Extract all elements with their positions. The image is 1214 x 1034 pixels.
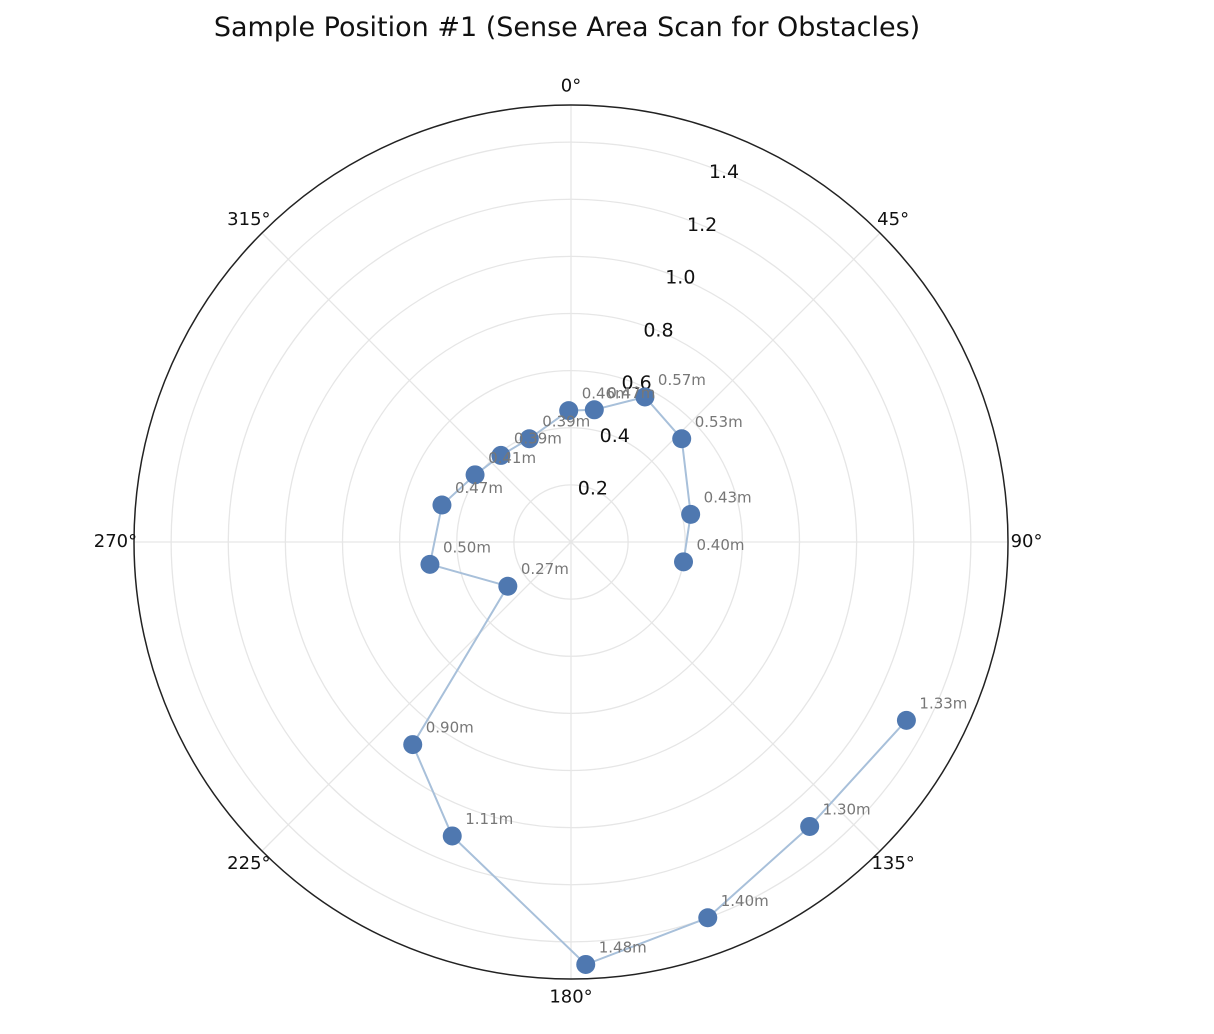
data-point-marker — [491, 445, 511, 465]
data-point-label: 1.40m — [721, 892, 769, 910]
data-point-marker — [681, 504, 701, 524]
angular-gridline — [261, 232, 572, 543]
angular-gridline — [570, 232, 881, 543]
data-point-label: 1.11m — [465, 810, 513, 828]
data-point-label: 0.50m — [443, 538, 491, 556]
data-point-marker — [498, 576, 518, 596]
data-point-marker — [432, 495, 452, 515]
data-point-label: 0.47m — [455, 479, 503, 497]
angular-gridline — [570, 541, 881, 852]
angle-tick-labels: 0° 45° 90° 135° 180° 225° 270° 315° — [94, 75, 1043, 1007]
angle-tick-label: 180° — [549, 987, 592, 1008]
data-point-label: 0.27m — [521, 560, 569, 578]
data-point-marker — [800, 816, 820, 836]
angle-tick-label: 135° — [871, 853, 914, 874]
data-point-label: 0.46m — [582, 385, 630, 403]
angle-tick-label: 315° — [227, 209, 270, 230]
data-point-label: 0.39m — [514, 429, 562, 447]
angle-tick-label: 90° — [1011, 531, 1043, 552]
polar-outline — [133, 104, 1009, 980]
data-point-marker — [674, 552, 694, 572]
data-point-marker — [635, 387, 655, 407]
data-point-marker — [698, 908, 718, 928]
polar-grid — [134, 105, 1008, 979]
data-point-label: 0.53m — [695, 413, 743, 431]
data-point-marker — [420, 554, 440, 574]
data-point-label: 0.40m — [697, 536, 745, 554]
data-point-label: 0.43m — [704, 488, 752, 506]
data-point-marker — [672, 429, 692, 449]
data-point-label: 1.30m — [823, 800, 871, 818]
data-point-marker — [584, 400, 604, 420]
data-point-label: 1.48m — [599, 938, 647, 956]
angle-tick-label: 0° — [561, 75, 581, 96]
data-point-label: 0.47m — [607, 384, 655, 402]
data-point-marker — [576, 954, 596, 974]
radial-tick-label: 0.8 — [643, 319, 673, 341]
data-point-marker — [896, 710, 916, 730]
radial-tick-label: 1.0 — [665, 267, 695, 289]
radial-tick-label: 0.4 — [600, 425, 630, 447]
data-point-label: 0.39m — [542, 413, 590, 431]
data-point-label: 0.41m — [488, 449, 536, 467]
angle-tick-label: 225° — [227, 853, 270, 874]
data-point-label: 0.90m — [426, 719, 474, 737]
data-point-marker — [442, 826, 462, 846]
angle-tick-label: 45° — [877, 209, 909, 230]
data-point-marker — [559, 401, 579, 421]
data-point-marker — [465, 465, 485, 485]
data-point-marker — [519, 429, 539, 449]
radial-tick-label: 0.2 — [578, 478, 608, 500]
data-points — [403, 387, 916, 974]
data-point-labels: 0.40m0.43m0.53m0.57m0.47m0.46m0.39m0.39m… — [426, 371, 968, 957]
data-point-label: 0.57m — [658, 371, 706, 389]
radial-tick-labels: 0.20.40.60.81.01.21.4 — [578, 161, 739, 500]
data-point-marker — [403, 735, 423, 755]
data-point-label: 1.33m — [919, 694, 967, 712]
angular-gridline — [261, 541, 572, 852]
radial-tick-label: 1.4 — [709, 161, 739, 183]
polar-frame — [133, 104, 1009, 980]
angle-tick-label: 270° — [94, 531, 137, 552]
radial-tick-label: 1.2 — [687, 214, 717, 236]
chart-title: Sample Position #1 (Sense Area Scan for … — [214, 12, 920, 43]
